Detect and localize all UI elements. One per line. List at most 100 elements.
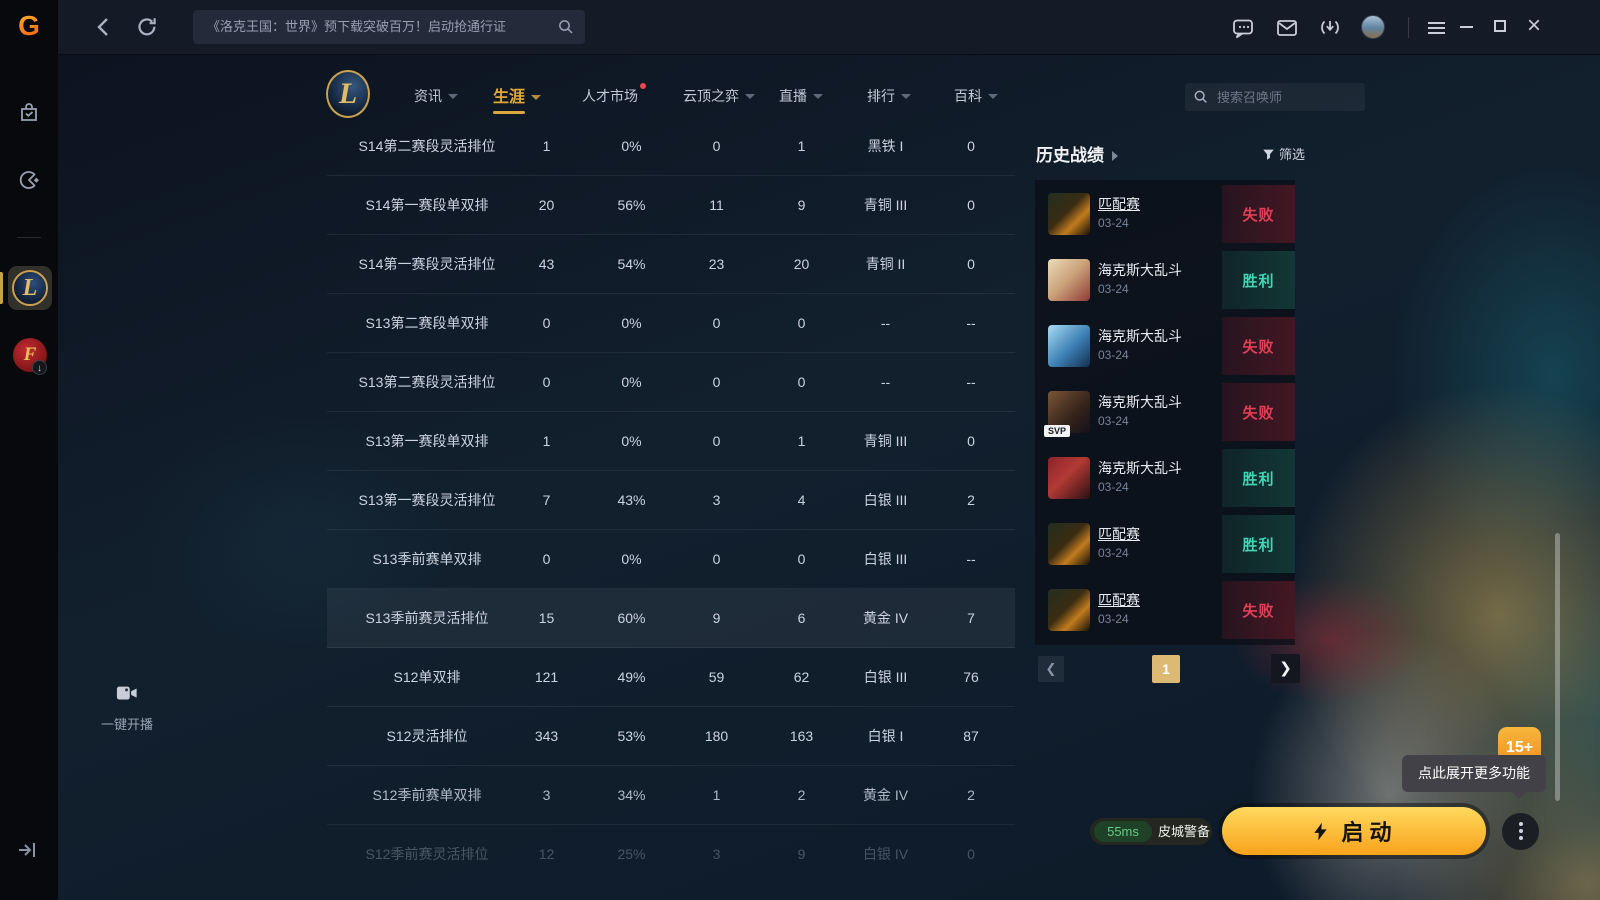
losses-count: 4 xyxy=(797,492,806,508)
pagination-next-button[interactable]: ❯ xyxy=(1271,654,1300,683)
more-features-tooltip: 点此展开更多功能 xyxy=(1402,755,1546,800)
table-row[interactable]: S13季前赛灵活排位 15 60% 9 6 黄金 IV 7 xyxy=(327,589,1015,648)
wins-count: 59 xyxy=(708,669,725,685)
rank-points: 0 xyxy=(967,433,975,449)
summoner-search[interactable] xyxy=(1185,83,1365,111)
wins-count: 0 xyxy=(712,551,721,567)
nav-tab-5[interactable]: 直播 xyxy=(779,86,823,110)
nav-tab-6[interactable]: 排行 xyxy=(867,86,911,110)
season-queue-name: S13季前赛灵活排位 xyxy=(365,610,489,626)
games-count: 0 xyxy=(542,551,551,567)
chat-icon[interactable] xyxy=(1231,16,1255,40)
match-entry[interactable]: 海克斯大乱斗 03-24 胜利 xyxy=(1035,247,1295,313)
rank-points: 87 xyxy=(963,728,979,744)
wins-count: 11 xyxy=(709,197,724,213)
maximize-icon[interactable] xyxy=(1494,20,1506,32)
nav-tab-2[interactable]: 生涯 xyxy=(493,83,542,114)
minimize-icon[interactable] xyxy=(1460,26,1473,28)
match-date: 03-24 xyxy=(1098,414,1129,428)
match-entry[interactable]: 匹配赛 03-24 失败 xyxy=(1035,577,1295,643)
news-search-bar[interactable]: 《洛克王国：世界》预下载突破百万！启动抢通行证 xyxy=(193,10,585,44)
store-icon[interactable] xyxy=(17,100,41,124)
match-entry[interactable]: 匹配赛 03-24 胜利 xyxy=(1035,511,1295,577)
match-date: 03-24 xyxy=(1098,546,1129,560)
download-manager-icon[interactable] xyxy=(1318,16,1342,40)
match-mode[interactable]: 海克斯大乱斗 xyxy=(1098,394,1182,410)
chevron-down-icon xyxy=(745,94,755,99)
search-icon xyxy=(1194,90,1207,103)
rank-points: 0 xyxy=(967,846,975,862)
match-mode[interactable]: 匹配赛 xyxy=(1098,196,1140,212)
match-entry[interactable]: 海克斯大乱斗 03-24 失败 xyxy=(1035,313,1295,379)
win-rate: 0% xyxy=(621,138,642,154)
match-entry[interactable]: 匹配赛 03-24 失败 xyxy=(1035,181,1295,247)
match-mode[interactable]: 海克斯大乱斗 xyxy=(1098,328,1182,344)
table-row[interactable]: S13第二赛段灵活排位 0 0% 0 0 -- -- xyxy=(327,353,1015,412)
season-queue-name: S13第一赛段单双排 xyxy=(365,433,489,449)
table-row[interactable]: S12季前赛单双排 3 34% 1 2 黄金 IV 2 xyxy=(327,766,1015,825)
match-result-band: 胜利 xyxy=(1222,251,1295,309)
summoner-search-input[interactable] xyxy=(1215,83,1357,111)
close-icon[interactable]: × xyxy=(1526,12,1541,39)
nav-tab-7[interactable]: 百科 xyxy=(954,86,998,110)
season-queue-name: S12单双排 xyxy=(393,669,461,685)
losses-count: 2 xyxy=(797,787,806,803)
table-row[interactable]: S14第二赛段灵活排位 1 0% 0 1 黑铁 I 0 xyxy=(327,117,1015,176)
more-options-button[interactable] xyxy=(1502,813,1539,850)
season-queue-name: S12灵活排位 xyxy=(386,728,468,744)
quick-stream-button[interactable]: 一键开播 xyxy=(72,683,182,733)
nav-tab-1[interactable]: 资讯 xyxy=(414,86,458,110)
nav-tab-4[interactable]: 云顶之弈 xyxy=(683,86,755,110)
season-queue-name: S13第二赛段单双排 xyxy=(365,315,489,331)
table-row[interactable]: S12季前赛灵活排位 12 25% 3 9 白银 IV 0 xyxy=(327,825,1015,884)
match-result: 失败 xyxy=(1242,404,1275,422)
champion-icon xyxy=(1048,325,1090,367)
background-artwork xyxy=(58,55,1600,900)
rank-points: 76 xyxy=(963,669,979,685)
user-avatar[interactable] xyxy=(1361,15,1385,39)
losses-count: 0 xyxy=(797,551,806,567)
ping-indicator[interactable]: 55ms 皮城警备 xyxy=(1090,818,1212,845)
wins-count: 1 xyxy=(712,787,721,803)
table-row[interactable]: S13季前赛单双排 0 0% 0 0 白银 III -- xyxy=(327,530,1015,589)
match-mode[interactable]: 海克斯大乱斗 xyxy=(1098,460,1182,476)
table-row[interactable]: S14第一赛段灵活排位 43 54% 23 20 青铜 II 0 xyxy=(327,235,1015,294)
table-row[interactable]: S13第一赛段单双排 1 0% 0 1 青铜 III 0 xyxy=(327,412,1015,471)
win-rate: 53% xyxy=(617,728,646,744)
launch-button[interactable]: 启动 xyxy=(1222,807,1486,855)
wins-count: 0 xyxy=(712,433,721,449)
losses-count: 62 xyxy=(793,669,810,685)
pagination-prev-button[interactable]: ❮ xyxy=(1038,656,1064,682)
match-mode[interactable]: 匹配赛 xyxy=(1098,592,1140,608)
table-row[interactable]: S13第二赛段单双排 0 0% 0 0 -- -- xyxy=(327,294,1015,353)
search-icon[interactable] xyxy=(557,18,575,36)
table-row[interactable]: S13第一赛段灵活排位 7 43% 3 4 白银 III 2 xyxy=(327,471,1015,530)
pagination-current-page[interactable]: 1 xyxy=(1152,655,1180,683)
lol-game-icon[interactable]: L xyxy=(12,270,48,306)
match-entry[interactable]: 海克斯大乱斗 03-24 胜利 xyxy=(1035,445,1295,511)
news-headline[interactable]: 《洛克王国：世界》预下载突破百万！启动抢通行证 xyxy=(207,19,507,34)
nav-tab-3[interactable]: 人才市场 xyxy=(582,83,646,110)
mail-icon[interactable] xyxy=(1275,16,1299,40)
table-row[interactable]: S12灵活排位 343 53% 180 163 白银 I 87 xyxy=(327,707,1015,766)
table-row[interactable]: S14第一赛段单双排 20 56% 11 9 青铜 III 0 xyxy=(327,176,1015,235)
losses-count: 1 xyxy=(797,433,806,449)
back-icon[interactable] xyxy=(92,15,116,39)
sidebar-expand-icon[interactable] xyxy=(15,838,41,864)
main-menu-icon[interactable] xyxy=(1428,19,1452,43)
scrollbar-thumb[interactable] xyxy=(1555,533,1560,801)
match-date: 03-24 xyxy=(1098,348,1129,362)
match-entry[interactable]: SVP 海克斯大乱斗 03-24 失败 xyxy=(1035,379,1295,445)
table-row[interactable]: S12单双排 121 49% 59 62 白银 III 76 xyxy=(327,648,1015,707)
launch-label: 启动 xyxy=(1341,820,1398,845)
games-library-icon[interactable] xyxy=(17,168,41,192)
match-mode[interactable]: 匹配赛 xyxy=(1098,526,1140,542)
wegame-logo-icon[interactable]: G xyxy=(13,8,45,44)
rank-tier: 黑铁 I xyxy=(867,138,904,154)
career-stats-table: S14第二赛段灵活排位 1 0% 0 1 黑铁 I 0 S14第一赛段单双排 2… xyxy=(327,117,1015,884)
filter-button[interactable]: 筛选 xyxy=(1262,144,1305,163)
match-mode[interactable]: 海克斯大乱斗 xyxy=(1098,262,1182,278)
win-rate: 43% xyxy=(617,492,646,508)
refresh-icon[interactable] xyxy=(135,15,159,39)
season-queue-name: S14第一赛段单双排 xyxy=(365,197,489,213)
